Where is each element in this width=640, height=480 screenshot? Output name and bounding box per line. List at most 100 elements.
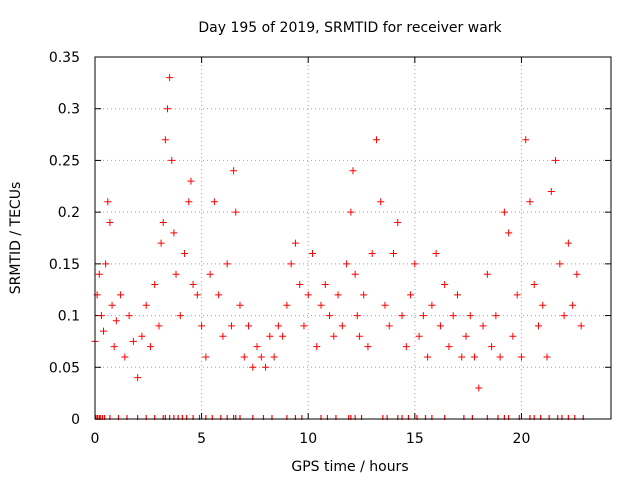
- tick-labels: 0 5 10 15 20 0 0.05 0.1 0.15 0.2 0.25 0.3 0.35: [49, 50, 531, 447]
- y-tick-label: 0.25: [49, 153, 80, 169]
- x-axis-label: GPS time / hours: [291, 459, 408, 475]
- data-point: [552, 156, 560, 164]
- data-point: [364, 343, 372, 351]
- data-point: [249, 363, 257, 371]
- data-point: [453, 291, 461, 299]
- data-point: [372, 136, 380, 144]
- data-point: [475, 384, 483, 392]
- data-point: [377, 198, 385, 206]
- data-point: [360, 291, 368, 299]
- data-point: [245, 322, 253, 330]
- x-tick-label: 5: [197, 431, 206, 447]
- data-point: [419, 312, 427, 320]
- data-point: [353, 312, 361, 320]
- data-point: [505, 229, 513, 237]
- data-point: [146, 343, 154, 351]
- data-point: [334, 291, 342, 299]
- data-point: [509, 332, 517, 340]
- data-point: [432, 250, 440, 258]
- data-point: [441, 281, 449, 289]
- data-point: [496, 353, 504, 361]
- data-point: [321, 281, 329, 289]
- data-point: [151, 281, 159, 289]
- data-point: [110, 343, 118, 351]
- data-point: [168, 156, 176, 164]
- data-point: [95, 270, 103, 278]
- data-point: [539, 301, 547, 309]
- data-point: [355, 332, 363, 340]
- data-point: [381, 301, 389, 309]
- data-point: [445, 343, 453, 351]
- data-point: [121, 353, 129, 361]
- plot-frame: [94, 56, 612, 420]
- data-point: [283, 301, 291, 309]
- data-point: [522, 136, 530, 144]
- data-point: [330, 332, 338, 340]
- data-point: [390, 250, 398, 258]
- data-point: [104, 198, 112, 206]
- data-point: [338, 322, 346, 330]
- data-point: [170, 229, 178, 237]
- data-point: [219, 332, 227, 340]
- x-tick-label: 10: [299, 431, 317, 447]
- data-point: [398, 312, 406, 320]
- data-point: [270, 353, 278, 361]
- data-point: [274, 322, 282, 330]
- x-tick-label: 0: [91, 431, 100, 447]
- data-point: [349, 167, 357, 175]
- data-point: [185, 198, 193, 206]
- x-tick-label: 20: [513, 431, 531, 447]
- data-point: [500, 208, 508, 216]
- data-point: [411, 260, 419, 268]
- data-point: [230, 167, 238, 175]
- data-point: [436, 322, 444, 330]
- data-point: [187, 177, 195, 185]
- data-point: [556, 260, 564, 268]
- data-point: [159, 218, 167, 226]
- data-point: [462, 332, 470, 340]
- data-point: [210, 198, 218, 206]
- y-tick-label: 0.05: [49, 360, 80, 376]
- data-point: [458, 353, 466, 361]
- data-point: [296, 281, 304, 289]
- data-point: [223, 260, 231, 268]
- data-point: [157, 239, 165, 247]
- data-point: [300, 322, 308, 330]
- data-point: [569, 301, 577, 309]
- data-point: [291, 239, 299, 247]
- data-points: [91, 74, 585, 392]
- data-point: [236, 301, 244, 309]
- data-point: [449, 312, 457, 320]
- data-point: [513, 291, 521, 299]
- data-point: [424, 353, 432, 361]
- y-tick-label: 0: [71, 412, 80, 428]
- data-point: [138, 332, 146, 340]
- y-tick-label: 0.15: [49, 257, 80, 273]
- chart-title: Day 195 of 2019, SRMTID for receiver war…: [198, 20, 502, 36]
- data-point: [415, 332, 423, 340]
- data-point: [368, 250, 376, 258]
- data-point: [530, 281, 538, 289]
- data-point: [232, 208, 240, 216]
- data-point: [547, 187, 555, 195]
- data-point: [326, 312, 334, 320]
- data-point: [347, 208, 355, 216]
- data-point: [573, 270, 581, 278]
- data-point: [206, 270, 214, 278]
- y-tick-label: 0.35: [49, 50, 80, 66]
- x-tick-label: 15: [406, 431, 424, 447]
- data-point: [181, 250, 189, 258]
- y-tick-label: 0.1: [58, 309, 80, 325]
- data-point: [535, 322, 543, 330]
- data-point: [317, 301, 325, 309]
- data-point: [279, 332, 287, 340]
- data-point: [351, 270, 359, 278]
- data-point: [402, 343, 410, 351]
- data-point: [466, 312, 474, 320]
- data-point: [227, 322, 235, 330]
- grid-lines: [95, 57, 611, 419]
- data-point: [172, 270, 180, 278]
- data-point: [189, 281, 197, 289]
- data-point: [106, 218, 114, 226]
